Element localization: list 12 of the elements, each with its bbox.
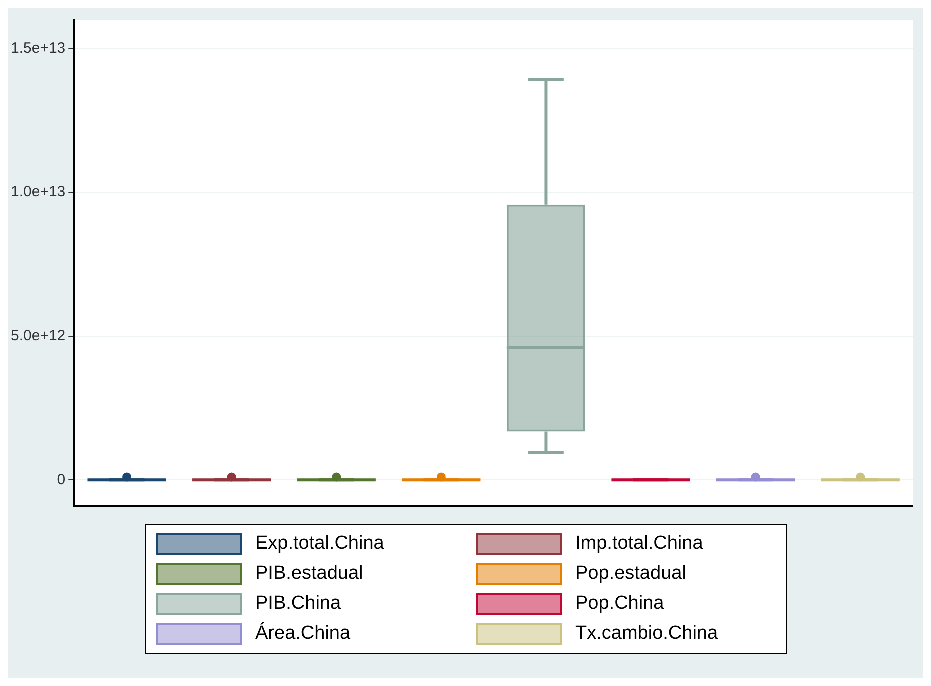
y-tick-label: 5.0e+12 bbox=[11, 327, 66, 344]
legend-label: Área.China bbox=[256, 623, 351, 645]
legend-label: Pop.China bbox=[576, 593, 664, 615]
y-tick-label: 0 bbox=[57, 471, 66, 488]
legend-label: Tx.cambio.China bbox=[576, 623, 718, 645]
y-tick-label: 1.5e+13 bbox=[11, 40, 66, 57]
legend-label: Exp.total.China bbox=[256, 533, 384, 555]
y-tick-label: 1.0e+13 bbox=[11, 184, 66, 201]
legend-label: Pop.estadual bbox=[576, 563, 686, 585]
legend-label: Imp.total.China bbox=[576, 533, 704, 555]
legend-label: PIB.estadual bbox=[256, 563, 364, 585]
legend-label: PIB.China bbox=[256, 593, 342, 615]
